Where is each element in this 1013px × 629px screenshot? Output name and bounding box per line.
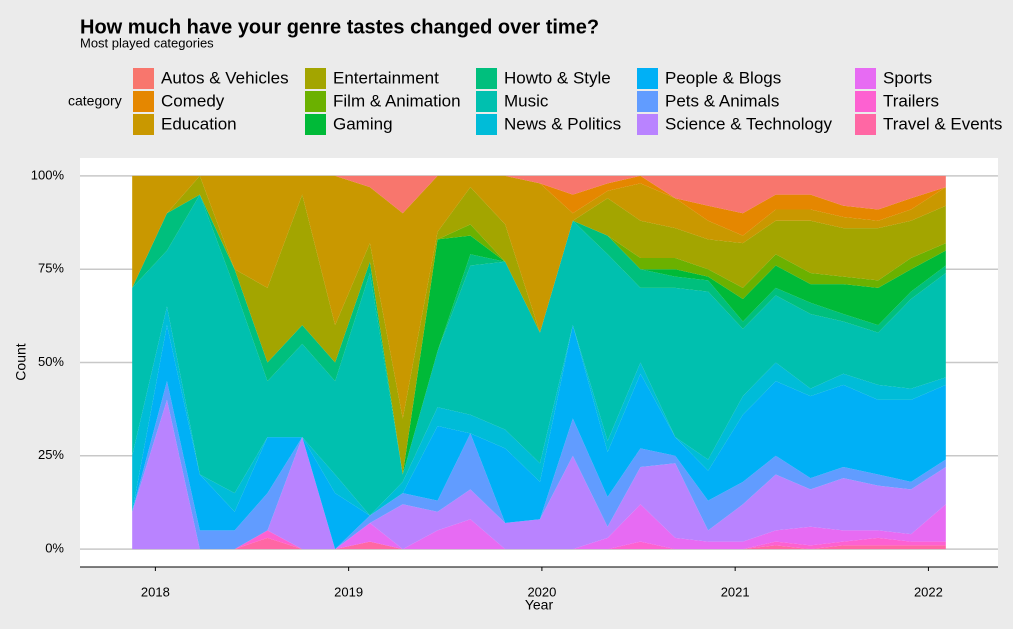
legend-label: Comedy (161, 91, 225, 110)
area (132, 537, 946, 550)
legend-swatch (133, 91, 154, 112)
legend-swatch (305, 114, 326, 135)
legend-swatch (637, 68, 658, 89)
legend-label: Sports (883, 68, 932, 87)
area (132, 194, 946, 475)
x-tick-label: 2021 (721, 584, 750, 599)
legend-swatch (476, 91, 497, 112)
legend-swatch (637, 114, 658, 135)
area (132, 399, 946, 550)
legend-swatch (855, 114, 876, 135)
legend-label: Science & Technology (665, 114, 832, 133)
y-tick-label: 25% (38, 447, 64, 462)
legend-swatch (476, 114, 497, 135)
legend-title: category (68, 93, 122, 109)
area (132, 175, 946, 214)
area (132, 381, 946, 550)
legend-label: People & Blogs (665, 68, 781, 87)
area (132, 194, 946, 516)
area (132, 175, 946, 236)
legend-swatch (855, 91, 876, 112)
y-axis-title: Count (13, 343, 29, 380)
legend-swatch (855, 68, 876, 89)
legend-label: Howto & Style (504, 68, 611, 87)
legend-label: Travel & Events (883, 114, 1002, 133)
y-tick-label: 50% (38, 354, 64, 369)
legend-label: Trailers (883, 91, 939, 110)
legend-label: Autos & Vehicles (161, 68, 289, 87)
legend-swatch (476, 68, 497, 89)
legend-swatch (305, 68, 326, 89)
y-tick-label: 100% (31, 167, 65, 182)
chart-subtitle: Most played categories (80, 35, 214, 50)
x-axis-title: Year (525, 597, 554, 613)
legend-label: News & Politics (504, 114, 621, 133)
area (132, 175, 946, 419)
legend-swatch (133, 114, 154, 135)
y-tick-label: 75% (38, 261, 64, 276)
legend-swatch (133, 68, 154, 89)
y-tick-label: 0% (45, 541, 64, 556)
chart-title: How much have your genre tastes changed … (80, 16, 599, 38)
legend-label: Entertainment (333, 68, 439, 87)
legend-label: Pets & Animals (665, 91, 779, 110)
legend-swatch (305, 91, 326, 112)
x-tick-label: 2022 (914, 584, 943, 599)
x-tick-label: 2020 (527, 584, 556, 599)
legend-label: Music (504, 91, 549, 110)
area (132, 175, 946, 475)
legend-label: Gaming (333, 114, 393, 133)
x-tick-label: 2019 (334, 584, 363, 599)
area (132, 306, 946, 516)
legend-swatch (637, 91, 658, 112)
legend-label: Education (161, 114, 237, 133)
x-tick-label: 2018 (141, 584, 170, 599)
legend-label: Film & Animation (333, 91, 461, 110)
